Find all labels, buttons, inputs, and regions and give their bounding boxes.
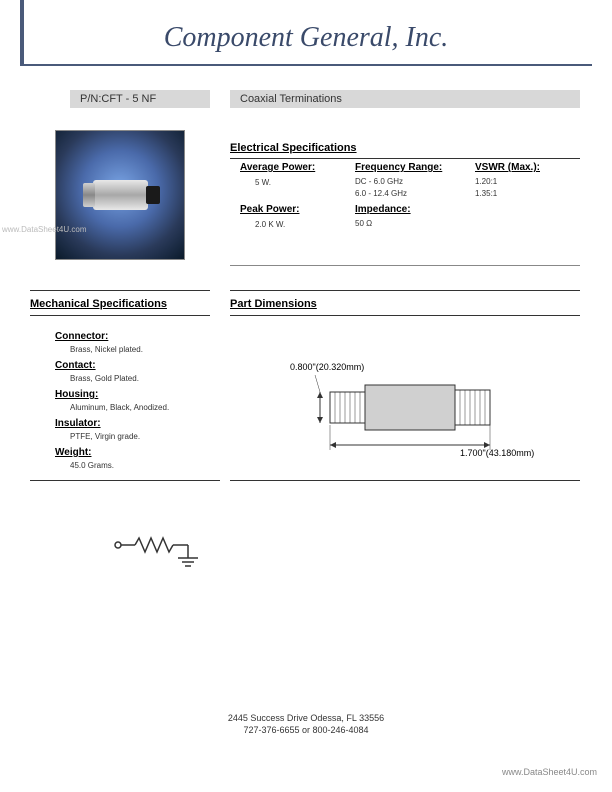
- impedance-label: Impedance:: [355, 204, 475, 215]
- freq-range-1: DC - 6.0 GHz: [355, 177, 475, 187]
- company-title: Component General, Inc.: [0, 22, 612, 54]
- weight-value: 45.0 Grams.: [55, 461, 220, 470]
- dim-bottom-line: [230, 480, 580, 481]
- contact-value: Brass, Gold Plated.: [55, 374, 220, 383]
- category-text: Coaxial Terminations: [240, 93, 342, 105]
- vswr-1: 1.20:1: [475, 177, 497, 187]
- peak-power-value: 2.0 K W.: [240, 220, 285, 229]
- part-number-text: P/N:CFT - 5 NF: [80, 93, 156, 105]
- dim1-label: 0.800"(20.320mm): [290, 362, 364, 372]
- mechanical-spec-title: Mechanical Specifications: [30, 298, 167, 310]
- mechanical-spec-header: Mechanical Specifications: [30, 290, 210, 316]
- part-dimensions-title: Part Dimensions: [230, 298, 317, 310]
- dimension-drawing: 0.800"(20.320mm) 1.700"(43.180mm): [265, 350, 565, 470]
- connector-icon: [93, 180, 148, 210]
- watermark-left: www.DataSheet4U.com: [2, 225, 86, 234]
- insulator-label: Insulator:: [55, 418, 220, 429]
- freq-range-2: 6.0 - 12.4 GHz: [355, 189, 475, 198]
- connector-value: Brass, Nickel plated.: [55, 345, 220, 354]
- category-bar: Coaxial Terminations: [230, 90, 580, 108]
- electrical-spec-title: Electrical Specifications: [230, 142, 357, 154]
- part-dimensions-header: Part Dimensions: [230, 290, 580, 316]
- header-underline: [20, 64, 592, 66]
- insulator-value: PTFE, Virgin grade.: [55, 432, 220, 441]
- avg-power-value: 5 W.: [240, 178, 271, 187]
- mechanical-spec-body: Connector: Brass, Nickel plated. Contact…: [55, 325, 220, 470]
- watermark-right: www.DataSheet4U.com: [502, 767, 597, 777]
- footer: 2445 Success Drive Odessa, FL 33556 727-…: [0, 712, 612, 737]
- housing-value: Aluminum, Black, Anodized.: [55, 403, 220, 412]
- dim2-label: 1.700"(43.180mm): [460, 448, 534, 458]
- footer-phone: 727-376-6655 or 800-246-4084: [0, 724, 612, 737]
- mech-bottom-line: [30, 480, 220, 481]
- electrical-spec-body: Average Power: Frequency Range: VSWR (Ma…: [240, 162, 580, 231]
- part-number-bar: P/N:CFT - 5 NF: [70, 90, 210, 108]
- elec-bottom-line: [230, 265, 580, 266]
- vswr-2: 1.35:1: [475, 189, 497, 198]
- housing-label: Housing:: [55, 389, 220, 400]
- vswr-label: VSWR (Max.):: [475, 162, 540, 173]
- peak-power-label: Peak Power:: [240, 204, 355, 215]
- electrical-spec-header: Electrical Specifications: [230, 138, 580, 159]
- avg-power-label: Average Power:: [240, 162, 355, 173]
- weight-label: Weight:: [55, 447, 220, 458]
- impedance-value: 50 Ω: [355, 219, 475, 229]
- schematic-symbol: [110, 530, 210, 580]
- footer-address: 2445 Success Drive Odessa, FL 33556: [0, 712, 612, 725]
- freq-range-label: Frequency Range:: [355, 162, 475, 173]
- connector-label: Connector:: [55, 331, 220, 342]
- product-image: [55, 130, 185, 260]
- contact-label: Contact:: [55, 360, 220, 371]
